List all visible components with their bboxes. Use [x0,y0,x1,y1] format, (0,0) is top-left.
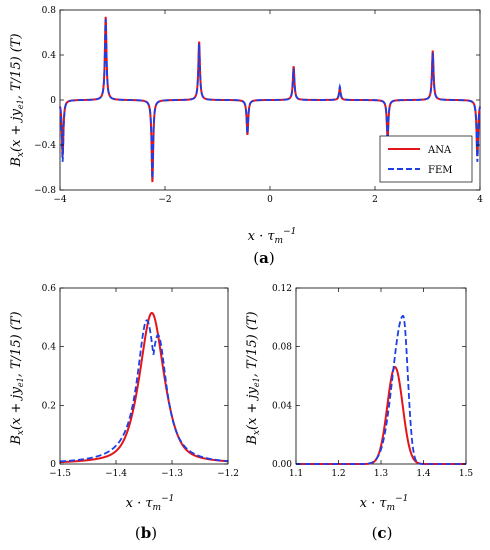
a-xtick-label: −4 [53,195,67,205]
b-ytick-label: 0 [50,460,56,470]
panel-label-c: (c) [372,524,393,542]
c-xtick-label: 1.3 [374,469,389,479]
series-line-fem-b [59,319,229,463]
b-xtick-label: −1.2 [217,469,239,479]
a-ytick-label: −0.8 [34,186,56,196]
c-ytick-label: 0.04 [272,401,292,411]
b-xtick-label: −1.3 [161,469,183,479]
x-axis-label-a: x · τm−1 [248,227,297,246]
b-ytick-label: 0.6 [42,284,57,294]
y-axis-label-c: Bx(x + jye1, T/15) (T) [245,311,262,445]
panel-label-b: (b) [135,524,157,542]
c-ytick-label: 0.00 [272,460,292,470]
legend-box [379,135,473,183]
series-line-fem-a [59,19,481,179]
chart-panel-a: −4 −2 0 2 4 −0.8 −0.4 0 0.4 0.8 ANA FEM (a) x · τ… [9,6,483,267]
y-axis-label-a: Bx(x + jye1, T/15) (T) [9,33,26,167]
a-xtick-label: 0 [267,195,273,205]
chart-panel-c: 1.1 1.2 1.3 1.4 1.5 0.00 0.04 0.08 0.12 (c) x · … [245,284,473,542]
c-ytick-label: 0.12 [272,284,292,294]
panel-label-a: (a) [253,249,274,267]
a-ytick-label: 0.8 [42,6,57,16]
a-xtick-label: −2 [158,195,171,205]
a-ytick-label: 0 [50,96,56,106]
b-ytick-label: 0.2 [42,401,56,411]
series-line-fem-c [296,314,466,465]
chart-panel-b: −1.5 −1.4 −1.3 −1.200.20.40.6 (b) x · τm−1 … [9,284,239,542]
series-line-ana-b [59,311,229,464]
a-xtick-label: 2 [372,195,378,205]
plot-frame-b [59,287,229,465]
a-ytick-label: 0.4 [42,51,57,61]
y-axis-label-b: Bx(x + jye1, T/15) (T) [9,311,26,445]
b-ytick-label: 0.4 [42,343,57,353]
legend-a: ANA FEM [379,135,473,183]
c-xtick-label: 1.1 [289,469,303,479]
c-ytick-label: 0.08 [272,343,292,353]
b-xtick-label: −1.4 [105,469,127,479]
c-xtick-label: 1.4 [416,469,431,479]
a-xtick-label: 4 [477,195,483,205]
b-xtick-label: −1.5 [49,469,71,479]
a-ytick-label: −0.4 [34,141,56,151]
c-xtick-label: 1.5 [459,469,474,479]
legend-label-fem: FEM [428,165,452,176]
x-axis-label-b: x · τm−1 [126,494,175,513]
c-xtick-label: 1.2 [331,469,345,479]
plot-frame-c [295,287,467,465]
legend-label-ana: ANA [427,145,452,156]
x-axis-label-c: x · τm−1 [360,494,409,513]
